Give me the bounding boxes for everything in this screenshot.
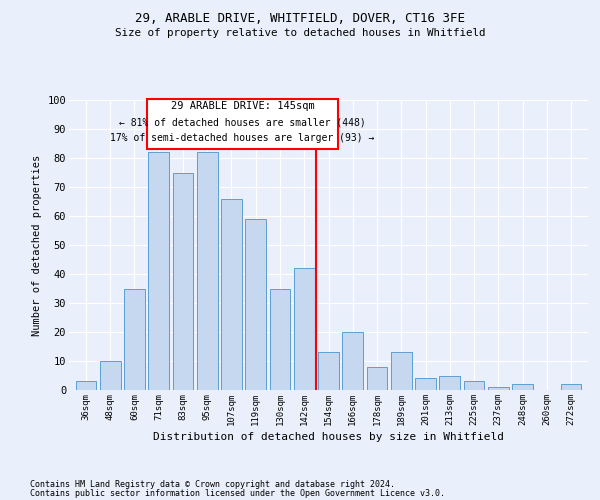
Bar — [148, 152, 169, 390]
Text: 17% of semi-detached houses are larger (93) →: 17% of semi-detached houses are larger (… — [110, 132, 374, 142]
X-axis label: Distribution of detached houses by size in Whitfield: Distribution of detached houses by size … — [153, 432, 504, 442]
Bar — [100, 361, 121, 390]
Bar — [367, 367, 388, 390]
Y-axis label: Number of detached properties: Number of detached properties — [32, 154, 42, 336]
Bar — [124, 288, 145, 390]
Bar — [343, 332, 363, 390]
Bar — [221, 198, 242, 390]
Text: 29 ARABLE DRIVE: 145sqm: 29 ARABLE DRIVE: 145sqm — [170, 101, 314, 111]
Bar — [464, 382, 484, 390]
Text: ← 81% of detached houses are smaller (448): ← 81% of detached houses are smaller (44… — [119, 118, 366, 128]
Bar — [512, 384, 533, 390]
Bar — [294, 268, 314, 390]
Bar — [173, 172, 193, 390]
Bar — [318, 352, 339, 390]
Bar — [561, 384, 581, 390]
Bar — [245, 219, 266, 390]
Text: 29, ARABLE DRIVE, WHITFIELD, DOVER, CT16 3FE: 29, ARABLE DRIVE, WHITFIELD, DOVER, CT16… — [135, 12, 465, 26]
Bar — [488, 387, 509, 390]
Bar — [269, 288, 290, 390]
Bar — [391, 352, 412, 390]
Bar — [439, 376, 460, 390]
Bar — [76, 382, 96, 390]
Text: Size of property relative to detached houses in Whitfield: Size of property relative to detached ho… — [115, 28, 485, 38]
Text: Contains public sector information licensed under the Open Government Licence v3: Contains public sector information licen… — [30, 489, 445, 498]
Bar — [197, 152, 218, 390]
Bar — [415, 378, 436, 390]
Text: Contains HM Land Registry data © Crown copyright and database right 2024.: Contains HM Land Registry data © Crown c… — [30, 480, 395, 489]
